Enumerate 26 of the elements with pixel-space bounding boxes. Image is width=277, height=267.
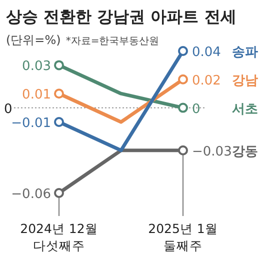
data-label: 0.04 — [192, 45, 221, 60]
chart-subtitle: (단위=%) — [6, 33, 61, 47]
text: 강남 — [232, 73, 258, 88]
chart-title: 상승 전환한 강남권 아파트 전세 — [6, 7, 236, 26]
point — [178, 74, 188, 84]
data-label: −0.03 — [192, 144, 232, 160]
point — [54, 117, 64, 127]
data-label: −0.06 — [11, 187, 51, 202]
x-tick-label: 2025년 1월 둘째주 — [148, 221, 218, 253]
data-label: −0.01 — [11, 116, 51, 131]
point — [178, 102, 188, 113]
point — [178, 145, 188, 156]
x-tick-label: 2024년 12월 다섯째주 — [20, 221, 98, 253]
point — [178, 46, 188, 56]
data-label: 0 — [192, 102, 200, 117]
text: *자료=한국부동산원 — [66, 36, 160, 47]
text: 송파 — [232, 45, 258, 60]
data-label: 0.03 — [22, 59, 51, 74]
text: 서초 — [232, 102, 258, 117]
text: 강동 — [232, 144, 258, 160]
point — [54, 60, 64, 70]
point — [54, 88, 64, 99]
ref-line-label: 0 — [4, 102, 12, 117]
data-label: 0.01 — [22, 88, 51, 103]
point — [54, 188, 64, 198]
data-label: 0.02 — [192, 73, 221, 88]
